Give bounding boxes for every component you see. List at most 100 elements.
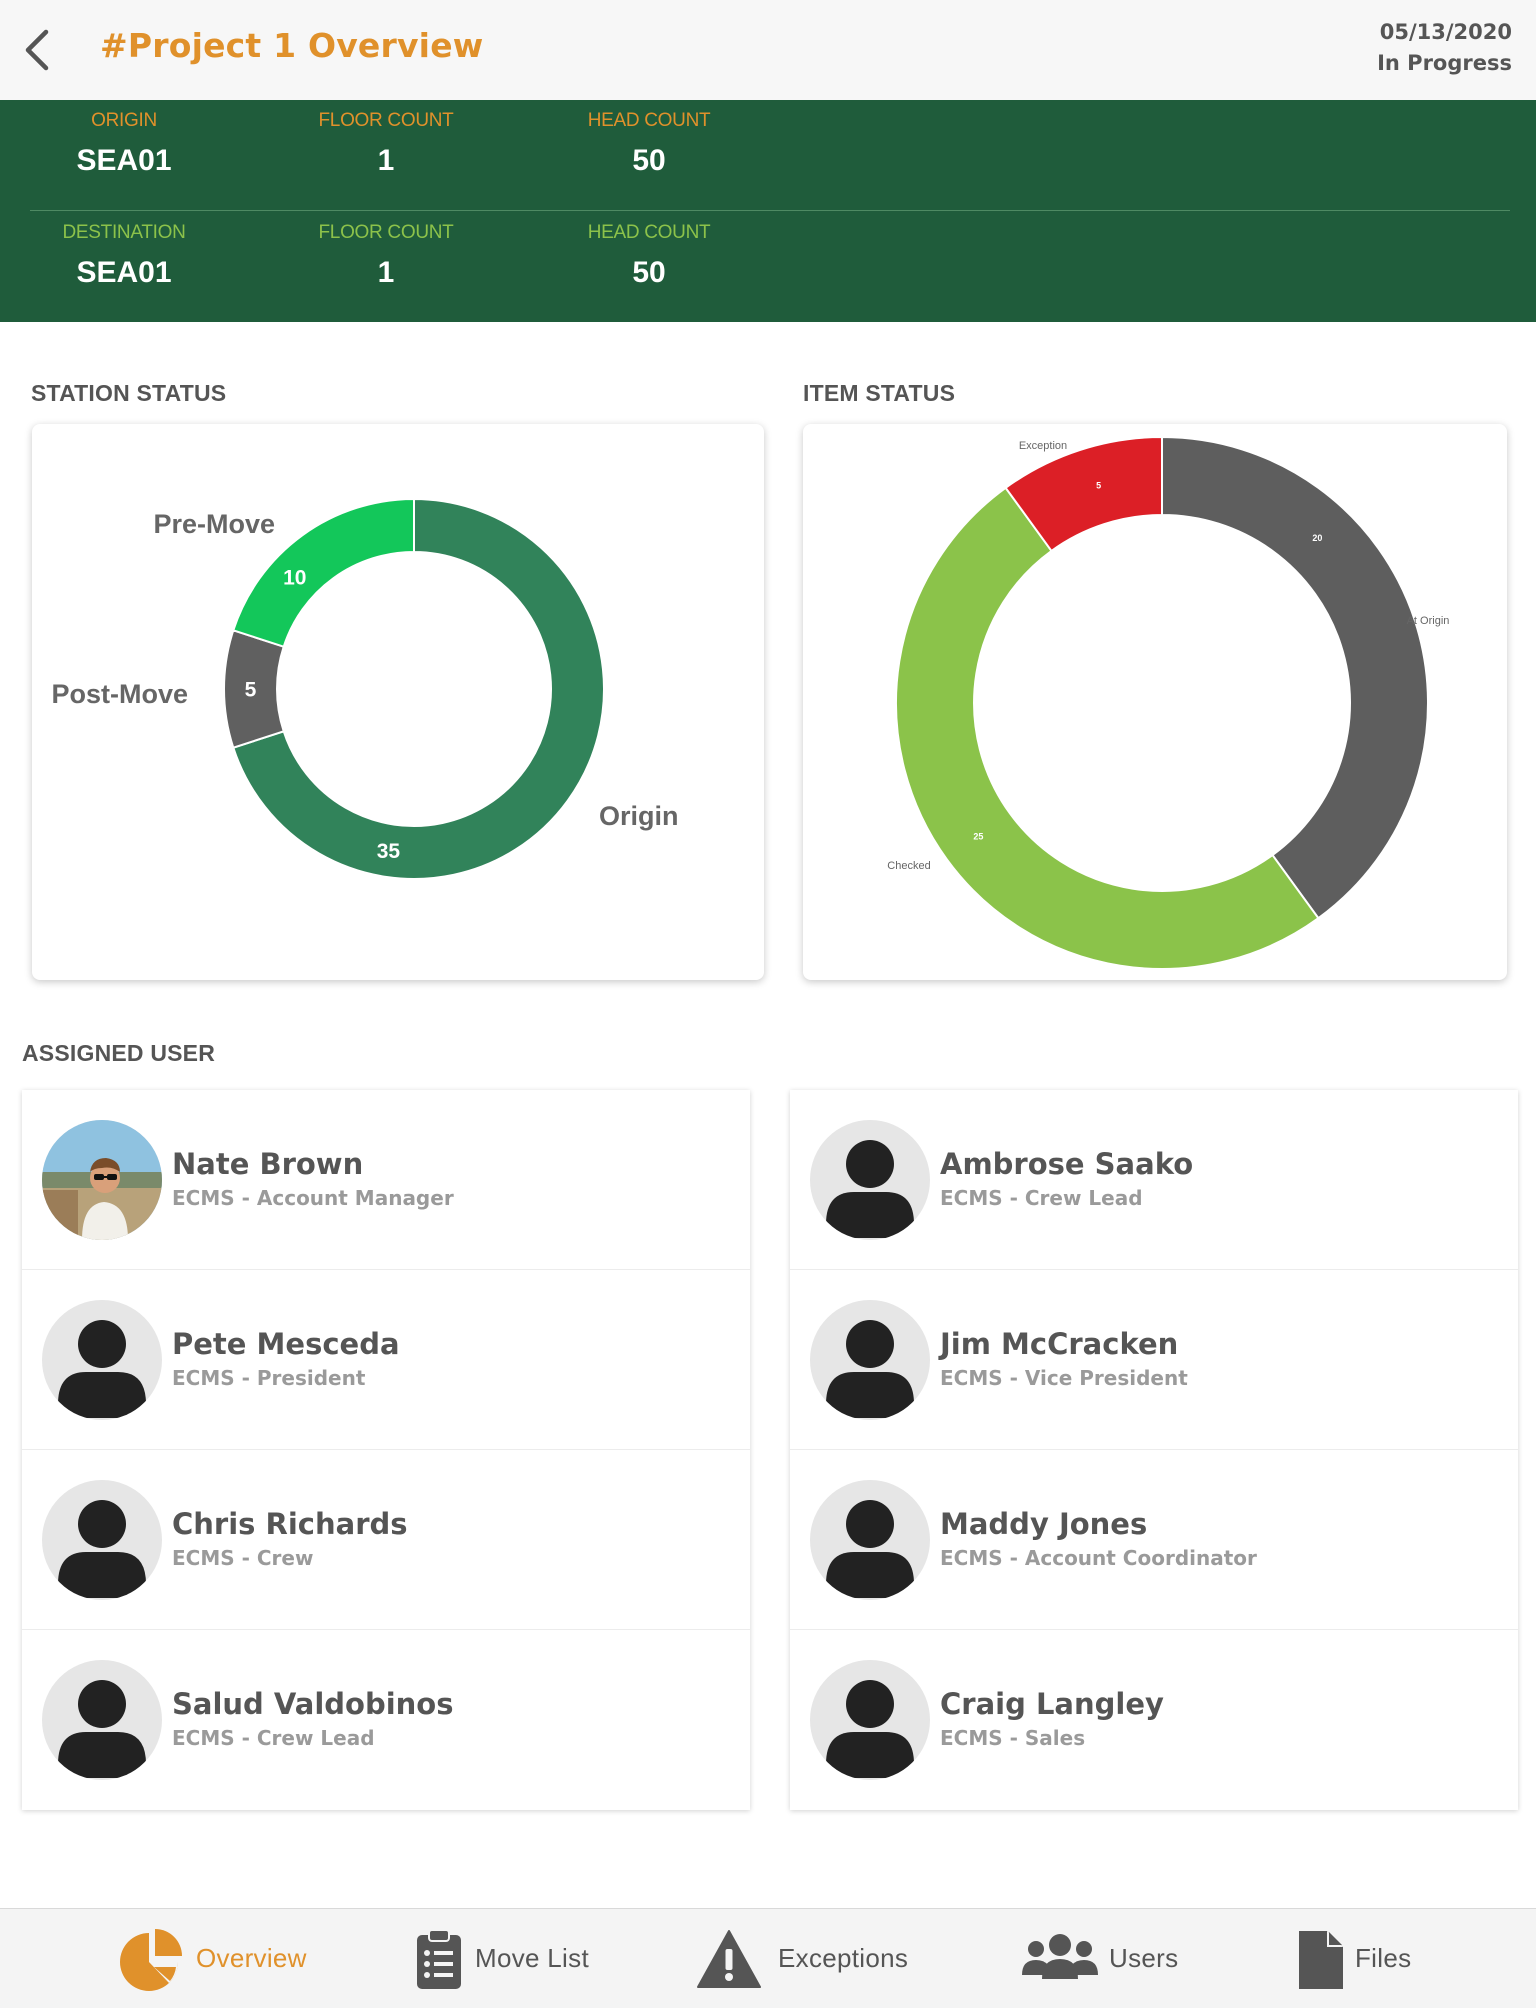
user-role: ECMS - Account Coordinator [940,1546,1257,1570]
station-status-heading: STATION STATUS [31,380,227,406]
user-role: ECMS - Crew Lead [940,1186,1143,1210]
user-role: ECMS - Account Manager [172,1186,454,1210]
slice-category-label: Checked [887,860,930,872]
destination-head-count-cell: HEAD COUNT 50 [549,222,749,290]
destination-floor-count-cell: FLOOR COUNT 1 [286,222,486,290]
user-row[interactable]: Nate Brown ECMS - Account Manager [22,1090,750,1270]
destination-head-count-label: HEAD COUNT [587,222,711,243]
slice-category-label: Pre-Move [153,509,275,539]
user-row[interactable]: Pete Mesceda ECMS - President [22,1270,750,1450]
avatar [42,1480,162,1600]
destination-floor-count-label: FLOOR COUNT [318,222,454,243]
avatar [42,1660,162,1780]
person-icon [58,1500,146,1598]
project-date: 05/13/2020 [1379,20,1512,44]
slice-value-label: 10 [283,567,306,590]
assigned-users-list-left: Nate Brown ECMS - Account Manager Pete Mes… [22,1090,750,1810]
tab-move-list[interactable]: Move List [416,1909,616,2008]
destination-floor-count-value: 1 [377,256,395,289]
avatar [810,1480,930,1600]
tab-overview[interactable]: Overview [118,1909,338,2008]
user-row[interactable]: Maddy Jones ECMS - Account Coordinator [790,1450,1518,1630]
slice-pre-move [232,497,415,648]
person-icon [826,1320,914,1418]
profile-photo [42,1120,162,1240]
tab-move-list-label: Move List [475,1943,589,1973]
location-summary-band: ORIGIN SEA01 FLOOR COUNT 1 HEAD COUNT 50… [0,100,1536,322]
user-name: Jim McCracken [940,1327,1179,1361]
station-status-card: 35 Origin 5 Post-Move 10 Pre-Move [32,424,764,980]
user-role: ECMS - Vice President [940,1366,1188,1390]
pie-chart-icon [120,1929,182,1991]
origin-head-count-value: 50 [632,144,666,177]
user-row[interactable]: Salud Valdobinos ECMS - Crew Lead [22,1630,750,1810]
user-role: ECMS - Crew Lead [172,1726,375,1750]
slice-value-label: 5 [245,679,257,702]
user-name: Maddy Jones [940,1507,1148,1541]
station-status-chart: 35 Origin 5 Post-Move 10 Pre-Move [51,497,679,880]
avatar [810,1120,930,1240]
slice-category-label: At Origin [1407,615,1450,627]
slice-category-label: Origin [599,801,679,831]
tab-files[interactable]: Files [1297,1909,1437,2008]
person-icon [58,1680,146,1778]
user-row[interactable]: Ambrose Saako ECMS - Crew Lead [790,1090,1518,1270]
back-button[interactable] [18,26,62,74]
tab-files-label: Files [1355,1943,1412,1973]
user-row[interactable]: Jim McCracken ECMS - Vice President [790,1270,1518,1450]
user-row[interactable]: Chris Richards ECMS - Crew [22,1450,750,1630]
origin-head-count-cell: HEAD COUNT 50 [549,110,749,178]
tab-exceptions[interactable]: Exceptions [697,1909,917,2008]
tab-overview-label: Overview [196,1943,307,1973]
item-status-chart: 20 At Origin 25 Checked 5 Exception [887,435,1450,970]
avatar [810,1300,930,1420]
destination-head-count-value: 50 [632,256,666,289]
person-icon [826,1500,914,1598]
slice-value-label: 5 [1096,480,1101,490]
avatar [42,1120,162,1240]
chevron-left-icon [25,29,49,71]
destination-label: DESTINATION [62,222,186,243]
slice-category-label: Post-Move [51,679,188,709]
origin-head-count-label: HEAD COUNT [587,110,711,131]
item-status-heading: ITEM STATUS [803,380,956,406]
page-title: #Project 1 Overview [100,26,484,65]
tab-exceptions-label: Exceptions [778,1943,909,1973]
slice-origin [232,497,605,880]
assigned-users-list-right: Ambrose Saako ECMS - Crew Lead Jim McCrack… [790,1090,1518,1810]
slice-at-origin [1161,435,1429,920]
user-role: ECMS - President [172,1366,366,1390]
user-role: ECMS - Sales [940,1726,1086,1750]
person-icon [826,1680,914,1778]
origin-floor-count-cell: FLOOR COUNT 1 [286,110,486,178]
slice-category-label: Exception [1019,440,1067,452]
slice-checked [895,486,1320,970]
avatar [810,1660,930,1780]
band-divider [30,210,1510,211]
assigned-user-heading: ASSIGNED USER [22,1040,216,1066]
slice-value-label: 35 [377,840,401,863]
origin-cell: ORIGIN SEA01 [24,110,224,178]
user-name: Ambrose Saako [940,1147,1194,1181]
warning-icon [697,1930,761,1988]
tab-users[interactable]: Users [1022,1909,1202,2008]
person-icon [826,1140,914,1238]
user-row[interactable]: Craig Langley ECMS - Sales [790,1630,1518,1810]
origin-value: SEA01 [76,144,172,177]
user-name: Chris Richards [172,1507,408,1541]
slice-exception [1004,435,1163,553]
file-icon [1299,1931,1343,1989]
users-icon [1022,1934,1098,1979]
project-status: In Progress [1377,51,1512,75]
item-status-card: 20 At Origin 25 Checked 5 Exception [803,424,1507,980]
destination-value: SEA01 [76,256,172,289]
person-icon [58,1320,146,1418]
slice-value-label: 25 [973,832,983,842]
user-name: Nate Brown [172,1147,364,1181]
tab-users-label: Users [1109,1943,1179,1973]
origin-floor-count-label: FLOOR COUNT [318,110,454,131]
user-name: Craig Langley [940,1687,1164,1721]
top-bar: #Project 1 Overview 05/13/2020 In Progre… [0,0,1536,100]
user-name: Pete Mesceda [172,1327,400,1361]
origin-floor-count-value: 1 [377,144,395,177]
